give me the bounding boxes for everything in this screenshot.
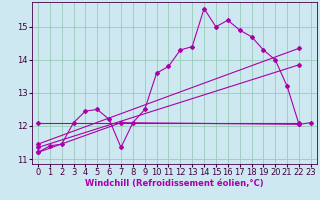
X-axis label: Windchill (Refroidissement éolien,°C): Windchill (Refroidissement éolien,°C) (85, 179, 264, 188)
